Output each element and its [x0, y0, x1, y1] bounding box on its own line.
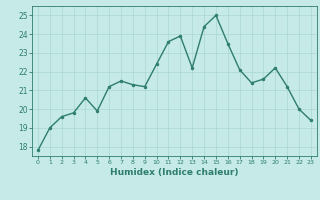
X-axis label: Humidex (Indice chaleur): Humidex (Indice chaleur): [110, 168, 239, 177]
